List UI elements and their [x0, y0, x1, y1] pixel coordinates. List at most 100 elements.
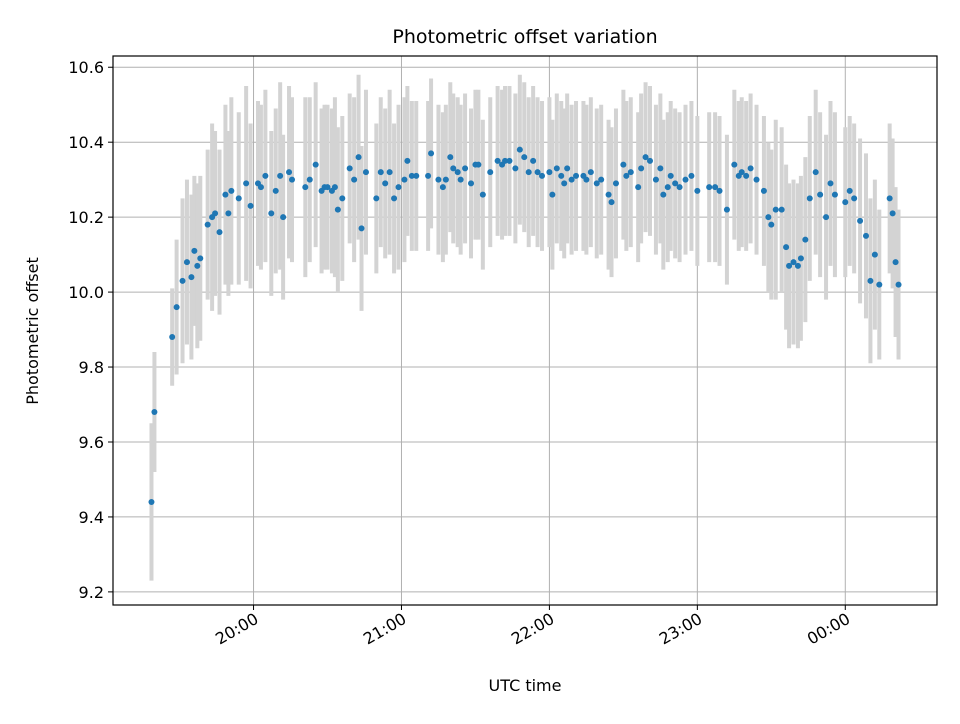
data-point-27 [286, 169, 293, 176]
data-point-54 [425, 172, 432, 179]
data-point-47 [386, 169, 393, 176]
data-point-134 [806, 195, 813, 202]
data-point-76 [525, 169, 532, 176]
data-point-67 [479, 191, 486, 198]
data-point-91 [593, 180, 600, 187]
data-point-28 [289, 176, 296, 183]
data-point-122 [753, 176, 760, 183]
data-point-46 [382, 180, 389, 187]
data-point-92 [598, 176, 605, 183]
data-point-135 [812, 169, 819, 176]
data-point-127 [778, 206, 785, 213]
data-point-31 [312, 161, 319, 168]
data-point-56 [435, 176, 442, 183]
y-tick-label-0: 9.2 [79, 583, 104, 602]
data-point-58 [442, 176, 449, 183]
data-point-110 [682, 176, 689, 183]
data-point-24 [272, 187, 279, 194]
data-point-52 [408, 172, 415, 179]
data-point-41 [355, 154, 362, 161]
data-point-129 [786, 262, 793, 269]
data-point-105 [660, 191, 667, 198]
data-point-69 [494, 157, 501, 164]
data-point-17 [235, 195, 242, 202]
data-point-120 [743, 172, 750, 179]
data-point-101 [642, 154, 649, 161]
data-point-148 [886, 195, 893, 202]
data-point-63 [462, 165, 469, 172]
data-point-2 [169, 334, 176, 341]
x-tick-label-4: 00:00 [804, 609, 853, 649]
data-point-132 [797, 255, 804, 262]
data-point-45 [377, 169, 384, 176]
data-point-8 [194, 262, 201, 269]
data-point-115 [716, 187, 723, 194]
data-point-73 [512, 165, 519, 172]
data-point-9 [197, 255, 204, 262]
data-point-89 [583, 176, 590, 183]
plot-area-frame [112, 55, 938, 606]
data-point-26 [280, 214, 287, 221]
data-point-71 [502, 157, 509, 164]
data-point-139 [831, 191, 838, 198]
data-point-137 [823, 214, 830, 221]
data-point-146 [871, 251, 878, 258]
data-point-113 [706, 184, 713, 191]
data-point-143 [857, 217, 864, 224]
data-point-111 [688, 172, 695, 179]
y-tick-label-3: 9.8 [79, 358, 104, 377]
data-point-131 [794, 262, 801, 269]
data-point-87 [573, 172, 580, 179]
data-point-107 [667, 172, 674, 179]
data-point-30 [306, 176, 313, 183]
data-point-15 [225, 210, 232, 217]
data-point-53 [413, 172, 420, 179]
data-point-147 [876, 281, 883, 288]
data-point-62 [457, 176, 464, 183]
y-tick-label-1: 9.4 [79, 508, 104, 527]
data-point-95 [612, 180, 619, 187]
data-point-94 [608, 199, 615, 206]
data-point-83 [558, 172, 565, 179]
data-point-39 [346, 165, 353, 172]
data-point-140 [842, 199, 849, 206]
error-bars [149, 74, 901, 581]
data-point-114 [712, 184, 719, 191]
data-point-106 [664, 184, 671, 191]
y-tick-label-4: 10.0 [68, 283, 104, 302]
data-point-48 [391, 195, 398, 202]
data-point-74 [516, 146, 523, 153]
y-axis-label: Photometric offset [23, 257, 42, 405]
data-point-64 [468, 180, 475, 187]
data-point-145 [867, 277, 874, 284]
data-point-104 [657, 165, 664, 172]
data-point-116 [723, 206, 730, 213]
data-point-3 [173, 304, 180, 311]
data-point-149 [889, 210, 896, 217]
data-point-43 [362, 169, 369, 176]
data-point-128 [783, 244, 790, 251]
data-point-37 [334, 206, 341, 213]
data-point-68 [487, 169, 494, 176]
data-point-123 [760, 187, 767, 194]
data-point-57 [439, 184, 446, 191]
data-point-7 [191, 247, 198, 254]
data-point-36 [331, 184, 338, 191]
data-point-72 [506, 157, 513, 164]
data-point-99 [635, 184, 642, 191]
data-point-38 [339, 195, 346, 202]
data-point-59 [447, 154, 454, 161]
data-point-130 [790, 259, 797, 266]
data-point-4 [179, 277, 186, 284]
data-point-103 [652, 176, 659, 183]
data-point-136 [817, 191, 824, 198]
data-point-144 [862, 232, 869, 239]
data-points [148, 146, 902, 505]
y-tick-label-5: 10.2 [68, 208, 104, 227]
data-point-5 [183, 259, 190, 266]
y-tick-label-6: 10.4 [68, 133, 104, 152]
data-point-29 [302, 184, 309, 191]
data-point-23 [268, 210, 275, 217]
data-point-16 [228, 187, 235, 194]
data-point-151 [895, 281, 902, 288]
